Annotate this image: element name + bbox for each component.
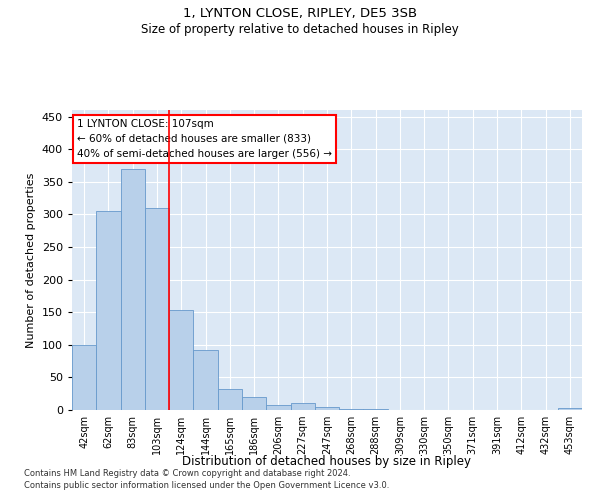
Bar [193, 350, 218, 410]
Bar [339, 408, 364, 410]
Text: 1 LYNTON CLOSE: 107sqm
← 60% of detached houses are smaller (833)
40% of semi-de: 1 LYNTON CLOSE: 107sqm ← 60% of detached… [77, 119, 332, 158]
Y-axis label: Number of detached properties: Number of detached properties [26, 172, 36, 348]
Text: 1, LYNTON CLOSE, RIPLEY, DE5 3SB: 1, LYNTON CLOSE, RIPLEY, DE5 3SB [183, 8, 417, 20]
Bar [218, 389, 242, 410]
Bar [266, 405, 290, 410]
Bar [290, 404, 315, 410]
Bar [145, 208, 169, 410]
Text: Distribution of detached houses by size in Ripley: Distribution of detached houses by size … [182, 455, 472, 468]
Text: Contains public sector information licensed under the Open Government Licence v3: Contains public sector information licen… [24, 481, 389, 490]
Bar [315, 406, 339, 410]
Bar [96, 211, 121, 410]
Bar [72, 345, 96, 410]
Text: Size of property relative to detached houses in Ripley: Size of property relative to detached ho… [141, 22, 459, 36]
Bar [558, 408, 582, 410]
Bar [169, 310, 193, 410]
Text: Contains HM Land Registry data © Crown copyright and database right 2024.: Contains HM Land Registry data © Crown c… [24, 468, 350, 477]
Bar [242, 397, 266, 410]
Bar [121, 168, 145, 410]
